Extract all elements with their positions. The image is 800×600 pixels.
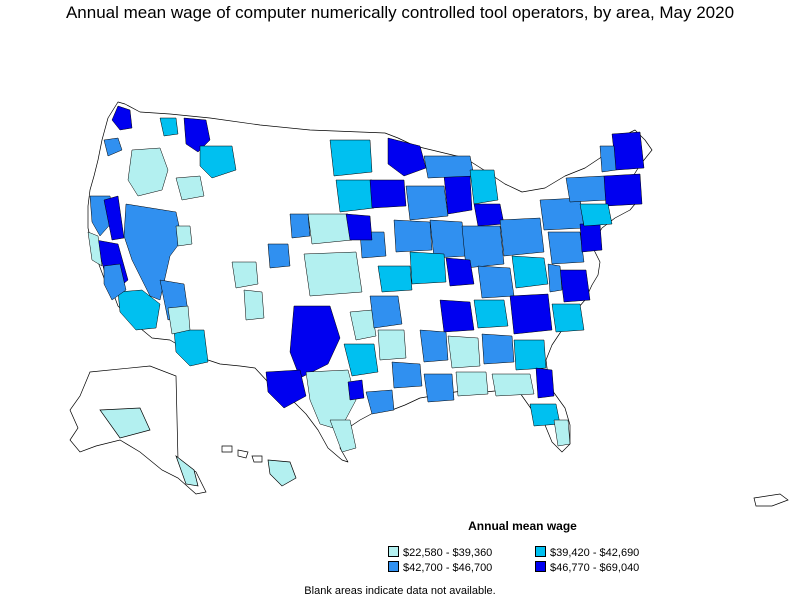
- footnote: Blank areas indicate data not available.: [304, 585, 496, 597]
- puerto-rico: [753, 493, 789, 507]
- legend-item-4: $46,770 - $69,040: [535, 561, 639, 574]
- alaska: [69, 365, 207, 495]
- legend-swatch-1: [388, 546, 399, 557]
- legend-swatch-4: [535, 561, 546, 572]
- us-outline: [87, 101, 653, 463]
- map-title: Annual mean wage of computer numerically…: [65, 3, 735, 22]
- legend-label-2: $39,420 - $42,690: [550, 547, 640, 559]
- legend-swatch-3: [388, 561, 399, 572]
- legend-label-3: $42,700 - $46,700: [403, 562, 493, 574]
- legend-swatch-2: [535, 546, 546, 557]
- legend-title: Annual mean wage: [468, 519, 577, 533]
- hawaii: [221, 445, 297, 487]
- legend-item-1: $22,580 - $39,360: [388, 546, 492, 559]
- legend-label-1: $22,580 - $39,360: [403, 547, 493, 559]
- area-fills: [87, 105, 645, 453]
- legend-item-3: $42,700 - $46,700: [388, 561, 492, 574]
- contiguous-us: [87, 101, 653, 463]
- legend-label-4: $46,770 - $69,040: [550, 562, 640, 574]
- legend-item-2: $39,420 - $42,690: [535, 546, 639, 559]
